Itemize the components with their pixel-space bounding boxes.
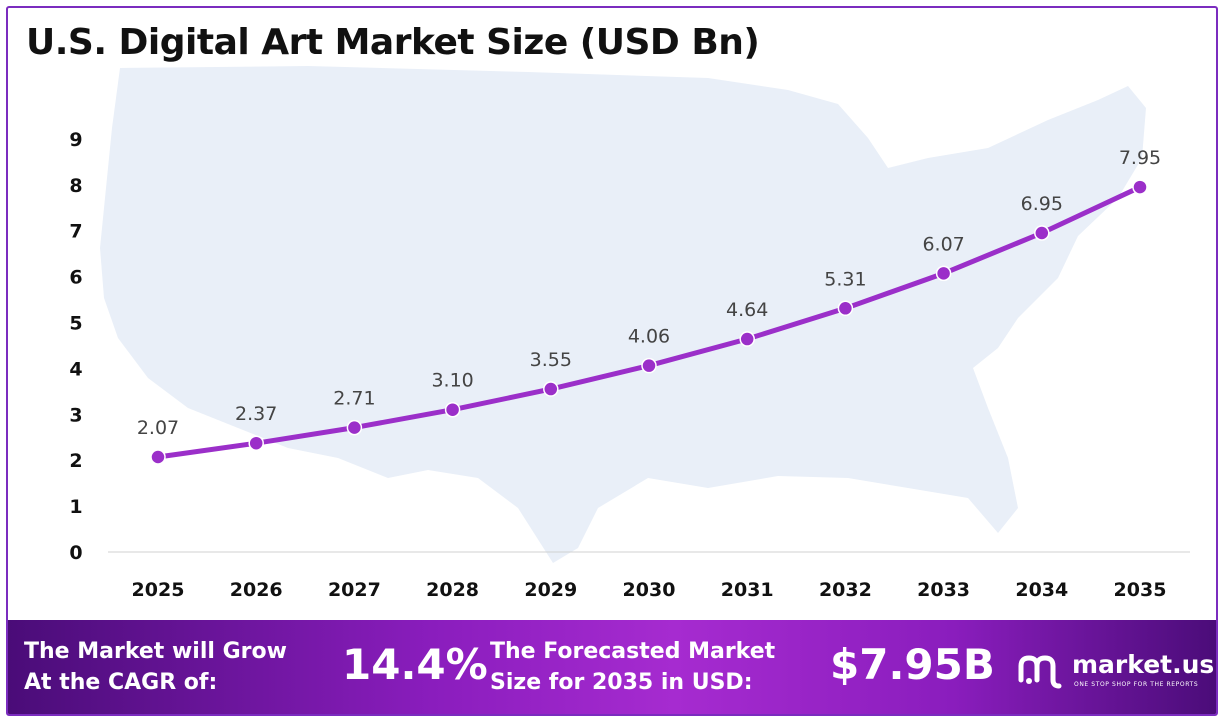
data-points: [150, 179, 1148, 465]
data-point: [444, 401, 461, 418]
data-point: [346, 419, 363, 436]
forecast-value: $7.95B: [830, 640, 995, 689]
data-label: 5.31: [824, 268, 866, 290]
data-labels: 2.07 2.37 2.71 3.10 3.55 4.06 4.64 5.31 6.07 6.95…: [137, 147, 1161, 439]
forecast-line-2: Size for 2035 in USD:: [490, 670, 753, 695]
data-label: 2.07: [137, 417, 179, 439]
chart-frame: U.S. Digital Art Market Size (USD Bn) 0 1…: [6, 6, 1218, 716]
us-map-silhouette: [100, 66, 1146, 563]
y-tick-label: 9: [69, 129, 82, 151]
data-point: [543, 381, 559, 397]
tick-labels: 0 1 2 3 4 5 6 7 8 9 2025 2026 2027 2028 2029 2030 2031 20…: [69, 129, 1166, 601]
data-point: [739, 331, 755, 347]
cagr-caption: The Market will Grow At the CAGR of:: [24, 636, 287, 698]
data-point: [248, 435, 264, 451]
y-tick-label: 8: [69, 175, 82, 197]
logo-name: market.us: [1072, 650, 1215, 679]
data-point: [150, 449, 166, 465]
data-label: 2.71: [333, 388, 375, 410]
y-tick-label: 3: [69, 404, 82, 426]
data-point: [935, 265, 952, 282]
x-tick-label: 2030: [623, 579, 676, 601]
cagr-line-1: The Market will Grow: [24, 639, 287, 664]
data-label: 6.95: [1021, 193, 1063, 215]
data-point: [1034, 225, 1050, 241]
market-us-logo-icon: [1018, 655, 1062, 689]
x-tick-label: 2031: [721, 579, 774, 601]
x-tick-label: 2028: [426, 579, 479, 601]
x-tick-label: 2027: [328, 579, 381, 601]
forecast-line-1: The Forecasted Market: [490, 639, 776, 664]
x-tick-label: 2035: [1114, 579, 1167, 601]
cagr-line-2: At the CAGR of:: [24, 670, 218, 695]
cagr-value: 14.4%: [342, 640, 488, 689]
market-us-logo: market.us ONE STOP SHOP FOR THE REPORTS: [1016, 648, 1216, 692]
data-point: [641, 357, 657, 374]
y-tick-label: 4: [69, 358, 82, 380]
data-point: [1132, 179, 1148, 195]
x-tick-label: 2034: [1015, 579, 1068, 601]
logo-tagline: ONE STOP SHOP FOR THE REPORTS: [1074, 681, 1199, 688]
data-label: 6.07: [922, 233, 964, 255]
data-label: 7.95: [1119, 147, 1161, 169]
data-point: [837, 300, 854, 317]
y-tick-label: 5: [69, 313, 82, 335]
data-label: 4.64: [726, 299, 768, 321]
x-tick-label: 2025: [132, 579, 185, 601]
x-tick-label: 2026: [230, 579, 283, 601]
x-tick-label: 2033: [917, 579, 970, 601]
x-tick-label: 2032: [819, 579, 872, 601]
summary-banner: The Market will Grow At the CAGR of: 14.…: [8, 620, 1216, 714]
data-label: 3.10: [431, 370, 473, 392]
chart-title: U.S. Digital Art Market Size (USD Bn): [26, 22, 760, 63]
line-chart: 0 1 2 3 4 5 6 7 8 9 2025 2026 2027 2028 2029 2030 2031 20…: [69, 66, 1190, 601]
data-label: 3.55: [530, 349, 572, 371]
y-tick-label: 6: [69, 267, 82, 289]
data-label: 2.37: [235, 403, 277, 425]
y-tick-label: 1: [69, 496, 82, 518]
y-tick-label: 0: [69, 542, 82, 564]
y-tick-label: 2: [69, 450, 82, 472]
forecast-caption: The Forecasted Market Size for 2035 in U…: [490, 636, 775, 698]
y-tick-label: 7: [69, 221, 82, 243]
data-label: 4.06: [628, 326, 670, 348]
x-tick-label: 2029: [524, 579, 577, 601]
